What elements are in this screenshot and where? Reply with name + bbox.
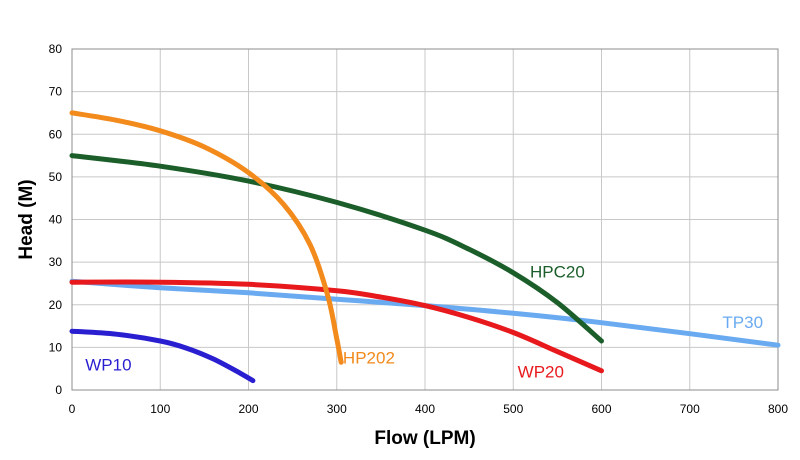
series-curves xyxy=(69,110,781,384)
y-tick-label: 50 xyxy=(49,170,63,184)
gridlines xyxy=(71,48,779,391)
x-tick-label: 100 xyxy=(150,402,170,416)
series-line-hpc20 xyxy=(69,153,604,344)
x-tick-label: 700 xyxy=(680,402,700,416)
series-label-wp20: WP20 xyxy=(518,363,564,382)
y-tick-label: 20 xyxy=(49,298,63,312)
series-label-wp10: WP10 xyxy=(85,355,131,374)
series-line-wp20 xyxy=(69,279,604,374)
tick-labels: 0 100 200 300 400 500 600 700 800 0 10 20 30 40 50 60 70… xyxy=(49,42,789,416)
y-tick-label: 70 xyxy=(49,85,63,99)
y-tick-label: 30 xyxy=(49,255,63,269)
y-axis-title: Head (M) xyxy=(16,179,37,259)
series-labels: WP10 HP202 HPC20 WP20 TP30 xyxy=(85,262,763,381)
series-line-wp10 xyxy=(69,328,256,384)
plot-frame xyxy=(71,48,779,391)
x-tick-label: 0 xyxy=(69,402,76,416)
y-tick-label: 80 xyxy=(49,42,63,56)
series-line-hp202 xyxy=(69,110,344,365)
x-tick-label: 300 xyxy=(327,402,347,416)
y-tick-label: 60 xyxy=(49,127,63,141)
series-label-hpc20: HPC20 xyxy=(530,262,585,281)
y-tick-label: 10 xyxy=(49,340,63,354)
x-tick-label: 600 xyxy=(591,402,611,416)
y-tick-label: 40 xyxy=(49,213,63,227)
x-tick-label: 800 xyxy=(768,402,788,416)
series-label-tp30: TP30 xyxy=(722,313,763,332)
x-tick-label: 500 xyxy=(503,402,523,416)
y-tick-label: 0 xyxy=(55,383,62,397)
series-label-hp202: HP202 xyxy=(343,349,395,368)
x-tick-label: 200 xyxy=(238,402,258,416)
x-axis-title: Flow (LPM) xyxy=(374,428,475,449)
x-tick-label: 400 xyxy=(415,402,435,416)
